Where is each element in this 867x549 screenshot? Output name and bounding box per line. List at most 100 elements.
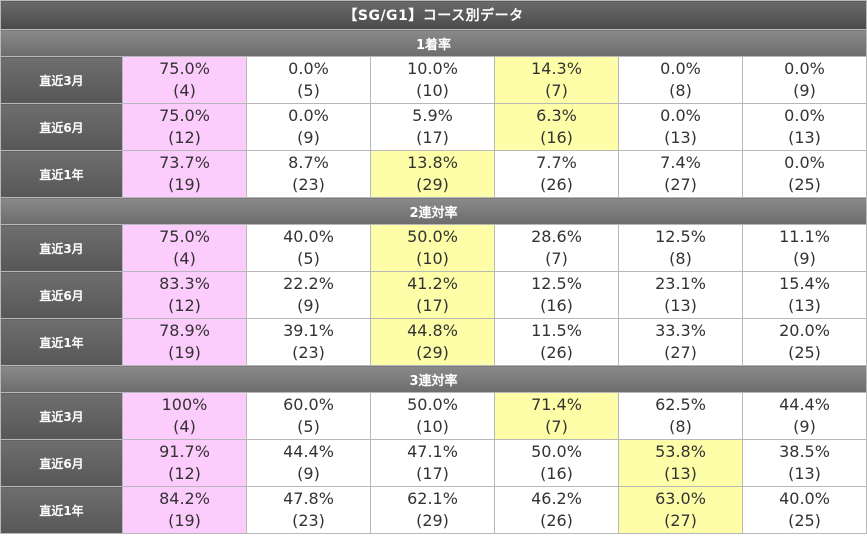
race-count: (9) — [793, 81, 816, 100]
rate-value: 83.3% — [159, 274, 210, 293]
data-cell: 62.1% (29) — [370, 486, 495, 534]
data-cell: 44.8% (29) — [370, 318, 495, 366]
data-cell: 12.5% (16) — [494, 271, 619, 319]
race-count: (25) — [788, 343, 821, 362]
data-cell: 20.0% (25) — [742, 318, 867, 366]
race-count: (10) — [416, 417, 449, 436]
race-count: (5) — [297, 81, 320, 100]
row-label: 直近3月 — [0, 392, 123, 440]
data-cell: 50.0% (10) — [370, 392, 495, 440]
data-cell: 47.8% (23) — [246, 486, 371, 534]
data-cell: 22.2% (9) — [246, 271, 371, 319]
data-cell: 71.4% (7) — [494, 392, 619, 440]
data-cell: 13.8% (29) — [370, 150, 495, 198]
row-label: 直近1年 — [0, 318, 123, 366]
race-count: (13) — [788, 464, 821, 483]
race-count: (29) — [416, 511, 449, 530]
data-cell: 14.3% (7) — [494, 56, 619, 104]
rate-value: 22.2% — [283, 274, 334, 293]
data-cell: 7.7% (26) — [494, 150, 619, 198]
rate-value: 75.0% — [159, 59, 210, 78]
rate-value: 75.0% — [159, 106, 210, 125]
section-title: 3連対率 — [0, 365, 867, 393]
data-cell: 33.3% (27) — [618, 318, 743, 366]
race-count: (13) — [664, 128, 697, 147]
race-count: (26) — [540, 343, 573, 362]
row-label: 直近6月 — [0, 439, 123, 487]
data-cell: 44.4% (9) — [742, 392, 867, 440]
race-count: (7) — [545, 417, 568, 436]
rate-value: 47.8% — [283, 489, 334, 508]
rate-value: 75.0% — [159, 227, 210, 246]
race-count: (17) — [416, 464, 449, 483]
rate-value: 0.0% — [784, 59, 825, 78]
race-count: (27) — [664, 175, 697, 194]
race-count: (9) — [297, 296, 320, 315]
rate-value: 20.0% — [779, 321, 830, 340]
data-cell: 41.2% (17) — [370, 271, 495, 319]
data-cell: 0.0% (9) — [742, 56, 867, 104]
race-count: (26) — [540, 175, 573, 194]
race-count: (9) — [297, 128, 320, 147]
race-count: (27) — [664, 511, 697, 530]
row-label: 直近3月 — [0, 56, 123, 104]
race-count: (9) — [793, 249, 816, 268]
data-cell: 0.0% (8) — [618, 56, 743, 104]
rate-value: 100% — [161, 395, 208, 414]
data-cell: 8.7% (23) — [246, 150, 371, 198]
rate-value: 12.5% — [655, 227, 706, 246]
table-body: 1着率 直近3月 75.0% (4) 0.0% (5) 10.0% (10) 14.3% (7) 0… — [0, 29, 867, 534]
rate-value: 91.7% — [159, 442, 210, 461]
data-cell: 15.4% (13) — [742, 271, 867, 319]
race-count: (13) — [788, 296, 821, 315]
table-row: 直近1年 84.2% (19) 47.8% (23) 62.1% (29) 46.2% (26)… — [0, 486, 867, 534]
course-stats-table: 【SG/G1】コース別データ 1着率 直近3月 75.0% (4) 0.0% (5) 10.… — [0, 0, 867, 534]
rate-value: 47.1% — [407, 442, 458, 461]
rate-value: 8.7% — [288, 153, 329, 172]
data-cell: 0.0% (13) — [618, 103, 743, 151]
rate-value: 39.1% — [283, 321, 334, 340]
section-header-row: 3連対率 — [0, 365, 867, 393]
race-count: (10) — [416, 81, 449, 100]
rate-value: 0.0% — [784, 106, 825, 125]
rate-value: 44.4% — [283, 442, 334, 461]
rate-value: 6.3% — [536, 106, 577, 125]
rate-value: 60.0% — [283, 395, 334, 414]
race-count: (7) — [545, 81, 568, 100]
rate-value: 62.1% — [407, 489, 458, 508]
section-header-row: 1着率 — [0, 29, 867, 57]
race-count: (8) — [669, 249, 692, 268]
rate-value: 41.2% — [407, 274, 458, 293]
rate-value: 11.5% — [531, 321, 582, 340]
race-count: (4) — [173, 249, 196, 268]
race-count: (5) — [297, 417, 320, 436]
data-cell: 12.5% (8) — [618, 224, 743, 272]
data-cell: 0.0% (5) — [246, 56, 371, 104]
race-count: (12) — [168, 128, 201, 147]
race-count: (25) — [788, 511, 821, 530]
race-count: (29) — [416, 175, 449, 194]
rate-value: 12.5% — [531, 274, 582, 293]
section-title: 1着率 — [0, 29, 867, 57]
table-row: 直近1年 78.9% (19) 39.1% (23) 44.8% (29) 11.5% (26)… — [0, 318, 867, 366]
race-count: (23) — [292, 175, 325, 194]
race-count: (13) — [664, 296, 697, 315]
row-label: 直近1年 — [0, 486, 123, 534]
data-cell: 39.1% (23) — [246, 318, 371, 366]
rate-value: 46.2% — [531, 489, 582, 508]
data-cell: 84.2% (19) — [122, 486, 247, 534]
data-cell: 0.0% (25) — [742, 150, 867, 198]
table-row: 直近1年 73.7% (19) 8.7% (23) 13.8% (29) 7.7% (26) 7.… — [0, 150, 867, 198]
rate-value: 7.4% — [660, 153, 701, 172]
rate-value: 23.1% — [655, 274, 706, 293]
race-count: (19) — [168, 175, 201, 194]
data-cell: 100% (4) — [122, 392, 247, 440]
data-cell: 38.5% (13) — [742, 439, 867, 487]
data-cell: 10.0% (10) — [370, 56, 495, 104]
section-header-row: 2連対率 — [0, 197, 867, 225]
title-row: 【SG/G1】コース別データ — [0, 0, 867, 30]
race-count: (10) — [416, 249, 449, 268]
data-cell: 75.0% (12) — [122, 103, 247, 151]
rate-value: 50.0% — [531, 442, 582, 461]
data-cell: 40.0% (5) — [246, 224, 371, 272]
